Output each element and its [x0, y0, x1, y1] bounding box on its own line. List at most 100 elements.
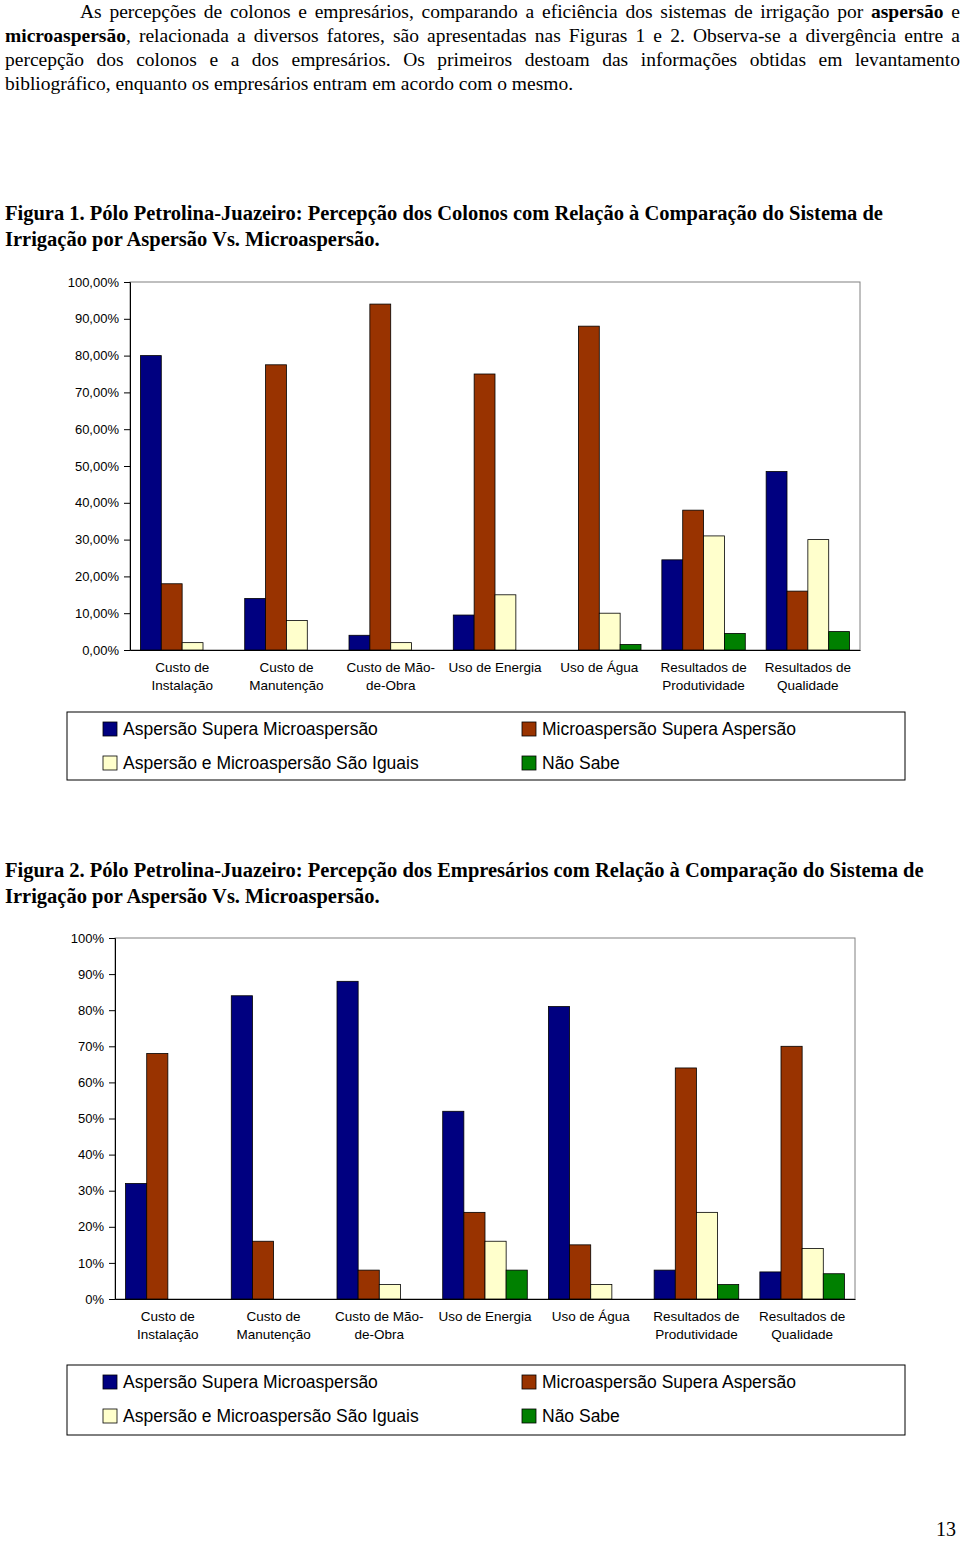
tick: 20%: [78, 1219, 115, 1234]
tick: 50,00%: [75, 459, 130, 474]
paragraph: As percepções de colonos e empresários, …: [5, 0, 960, 96]
tick-label: 80%: [78, 1003, 104, 1018]
bar: [182, 643, 203, 650]
tick-label: Uso de Água: [552, 1309, 631, 1324]
legend: Aspersão Supera Microaspersão Microaspers…: [67, 1365, 905, 1435]
bar: [662, 560, 683, 650]
tick: Uso de Água: [560, 650, 639, 675]
tick-label: 90,00%: [75, 311, 120, 326]
tick-label: 10%: [78, 1256, 104, 1271]
tick: Custo deInstalação: [137, 1299, 199, 1342]
figure-caption: Figura 2. Pólo Petrolina-Juazeiro: Perce…: [5, 857, 955, 909]
legend-box: [67, 1365, 905, 1435]
tick-label: Resultados deQualidade: [765, 660, 851, 694]
tick-mark: [109, 1191, 115, 1192]
bar: [245, 598, 266, 650]
axis-line: [124, 283, 131, 651]
tick: 70%: [78, 1039, 115, 1054]
bar: [464, 1212, 485, 1299]
bar: [252, 1241, 273, 1299]
tick-label: Custo de Mão-de-Obra: [335, 1309, 424, 1343]
bar: [548, 1007, 569, 1299]
bar-series: [147, 1046, 802, 1299]
y-axis: 0%10%20%30%40%50%60%70%80%90%100%: [71, 931, 116, 1307]
tick: Custo deManutenção: [249, 650, 323, 693]
bar: [591, 1285, 612, 1299]
tick-label: 20%: [78, 1219, 104, 1234]
tick: Custo deManutenção: [236, 1299, 310, 1342]
bar: [704, 536, 725, 650]
tick: Uso de Energia: [438, 1299, 532, 1324]
legend-swatch: [522, 1409, 536, 1423]
tick: 60%: [78, 1075, 115, 1090]
tick: 0%: [85, 1292, 115, 1307]
bar: [453, 615, 474, 650]
tick: Custo de Mão-de-Obra: [335, 1299, 424, 1342]
tick-mark: [109, 1263, 115, 1264]
tick: 40,00%: [75, 495, 130, 510]
tick-mark: [124, 540, 130, 541]
figure-caption: Figura 1. Pólo Petrolina-Juazeiro: Perce…: [5, 200, 955, 252]
bar: [654, 1270, 675, 1299]
bar: [126, 1183, 147, 1299]
bar: [370, 304, 391, 650]
paragraph-run: e: [944, 1, 960, 22]
tick-label: 100,00%: [68, 275, 120, 290]
bar: [578, 326, 599, 650]
bar: [349, 635, 370, 650]
bar: [337, 981, 358, 1299]
tick-label: 40,00%: [75, 495, 120, 510]
tick: 10%: [78, 1256, 115, 1271]
tick-label: Resultados deProdutividade: [660, 660, 746, 694]
bar: [266, 365, 287, 650]
legend-swatch: [522, 756, 536, 770]
bar: [675, 1068, 696, 1299]
legend-swatch: [103, 1409, 117, 1423]
bar: [760, 1272, 781, 1299]
bar-chart: 0%10%20%30%40%50%60%70%80%90%100%Custo d…: [0, 920, 960, 1450]
bar: [379, 1285, 400, 1299]
tick: Resultados deProdutividade: [653, 1299, 739, 1342]
tick-label: 30,00%: [75, 532, 120, 547]
tick: Custo de Mão-de-Obra: [346, 650, 435, 693]
legend-label: Aspersão e Microaspersão São Iguais: [123, 753, 419, 773]
tick-label: 90%: [78, 967, 104, 982]
bar: [231, 996, 252, 1299]
legend-item: Aspersão Supera Microaspersão: [103, 719, 378, 739]
tick-mark: [124, 429, 130, 430]
plot-frame: [130, 282, 860, 650]
axis-line: [109, 939, 116, 1300]
bar: [286, 621, 307, 650]
bar-series: [379, 1212, 823, 1299]
tick-label: 40%: [78, 1147, 104, 1162]
paragraph-run: microaspersão: [5, 25, 126, 46]
tick-label: 70%: [78, 1039, 104, 1054]
legend-label: Microaspersão Supera Aspersão: [542, 1372, 796, 1392]
tick-label: Custo deInstalação: [137, 1309, 199, 1343]
paragraph-run: As percepções de colonos e empresários, …: [80, 1, 871, 22]
bar-chart: 0,00%10,00%20,00%30,00%40,00%50,00%60,00…: [0, 265, 960, 795]
legend-label: Aspersão Supera Microaspersão: [123, 1372, 378, 1392]
tick-label: 80,00%: [75, 348, 120, 363]
legend-label: Não Sabe: [542, 753, 620, 773]
bar: [802, 1248, 823, 1299]
tick-label: Custo deInstalação: [151, 660, 213, 694]
tick: 100,00%: [68, 275, 130, 290]
legend-swatch: [522, 1375, 536, 1389]
tick-label: 10,00%: [75, 606, 120, 621]
bars: [126, 981, 845, 1299]
legend-swatch: [103, 1375, 117, 1389]
bar: [506, 1270, 527, 1299]
legend-label: Não Sabe: [542, 1406, 620, 1426]
plot-frame: [115, 938, 855, 1299]
tick-mark: [109, 1046, 115, 1047]
x-axis: Custo deInstalação Custo deManutenção Cust…: [131, 650, 861, 693]
legend: Aspersão Supera MicroaspersãoMicroaspers…: [67, 712, 905, 780]
bar-series: [126, 981, 781, 1299]
bar-series: [161, 304, 808, 650]
bar: [696, 1212, 717, 1299]
bar: [766, 472, 787, 650]
tick: 0,00%: [82, 643, 130, 658]
tick-label: 20,00%: [75, 569, 120, 584]
tick: Resultados deProdutividade: [660, 650, 746, 693]
